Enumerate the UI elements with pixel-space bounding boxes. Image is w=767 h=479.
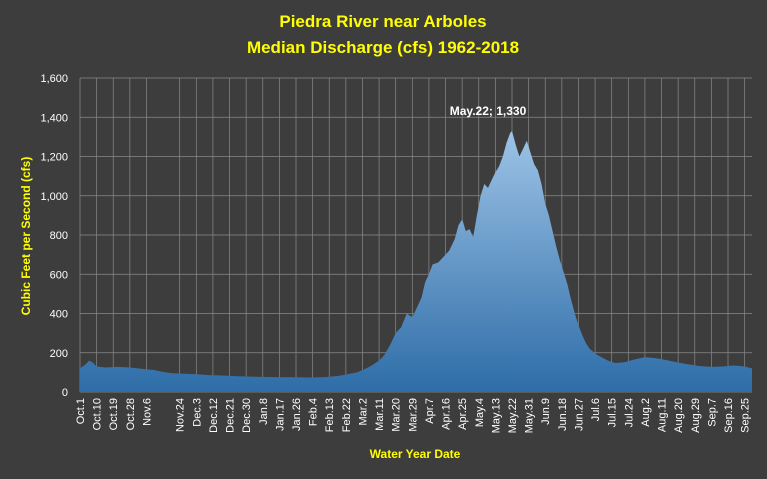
y-tick-label: 1,200 — [40, 152, 68, 164]
x-tick-label: Jun.9 — [540, 398, 552, 425]
x-tick-label: Jun.27 — [573, 398, 585, 431]
y-tick-label: 1,000 — [40, 191, 68, 203]
x-tick-label: Jul.24 — [623, 398, 635, 427]
x-tick-label: Oct.1 — [75, 398, 87, 424]
x-tick-label: Aug.11 — [657, 398, 669, 432]
x-tick-label: Dec.30 — [241, 398, 253, 433]
x-tick-label: Dec.3 — [191, 398, 203, 427]
chart-title-line1: Piedra River near Arboles — [279, 12, 486, 31]
x-tick-label: Dec.12 — [208, 398, 220, 433]
x-tick-label: Mar.2 — [357, 398, 369, 426]
x-tick-label: Jan.17 — [274, 398, 286, 431]
x-tick-label: Oct.10 — [92, 398, 104, 430]
x-tick-label: Jul.6 — [590, 398, 602, 421]
x-tick-label: Apr.7 — [424, 398, 436, 424]
x-tick-label: Aug.29 — [690, 398, 702, 433]
x-tick-label: Oct.19 — [108, 398, 120, 430]
x-tick-label: Jul.15 — [607, 398, 619, 427]
y-tick-labels: 0 200 400 600 800 1,000 1,200 1,400 1,600 — [40, 73, 68, 399]
x-tick-label: Aug.2 — [640, 398, 652, 427]
x-tick-label: Apr.25 — [457, 398, 469, 430]
x-tick-label: Jun.18 — [557, 398, 569, 431]
y-tick-label: 1,600 — [40, 73, 68, 85]
x-tick-label: Sep.7 — [706, 398, 718, 427]
peak-annotation: May.22; 1,330 — [450, 104, 527, 118]
x-tick-label: Nov.24 — [175, 398, 187, 432]
x-tick-label: Nov.6 — [141, 398, 153, 426]
discharge-area — [80, 131, 752, 392]
x-tick-label: Mar.11 — [374, 398, 386, 431]
x-tick-label: Sep.25 — [740, 398, 752, 433]
x-tick-label: Oct.28 — [125, 398, 137, 430]
x-tick-label: Apr.16 — [441, 398, 453, 430]
x-tick-label: Jan.26 — [291, 398, 303, 431]
x-tick-label: Feb.22 — [341, 398, 353, 432]
x-tick-label: May.22 — [507, 398, 519, 433]
x-tick-label: May.13 — [490, 398, 502, 433]
x-tick-labels: Oct.1 Oct.10 Oct.19 Oct.28 Nov.6 Nov.24 Dec.3 D… — [75, 398, 752, 433]
y-tick-label: 0 — [62, 387, 68, 399]
y-tick-label: 600 — [50, 269, 68, 281]
chart-title-line2: Median Discharge (cfs) 1962-2018 — [247, 38, 519, 57]
x-tick-label: Sep.16 — [723, 398, 735, 433]
x-tick-label: Feb.4 — [308, 398, 320, 426]
x-tick-label: Dec.21 — [225, 398, 237, 433]
x-tick-label: Aug.20 — [673, 398, 685, 433]
y-axis-title: Cubic Feet per Second (cfs) — [19, 157, 33, 316]
x-tick-label: Mar.20 — [391, 398, 403, 432]
area-series — [80, 131, 752, 392]
y-tick-label: 200 — [50, 348, 68, 360]
x-tick-label: Mar.29 — [407, 398, 419, 432]
x-tick-label: May.31 — [524, 398, 536, 433]
y-tick-label: 800 — [50, 230, 68, 242]
y-tick-label: 400 — [50, 309, 68, 321]
y-tick-label: 1,400 — [40, 112, 68, 124]
x-tick-label: May.4 — [474, 398, 486, 427]
x-tick-label: Feb.13 — [324, 398, 336, 432]
x-axis-title: Water Year Date — [370, 447, 461, 461]
x-tick-label: Jan.8 — [258, 398, 270, 425]
